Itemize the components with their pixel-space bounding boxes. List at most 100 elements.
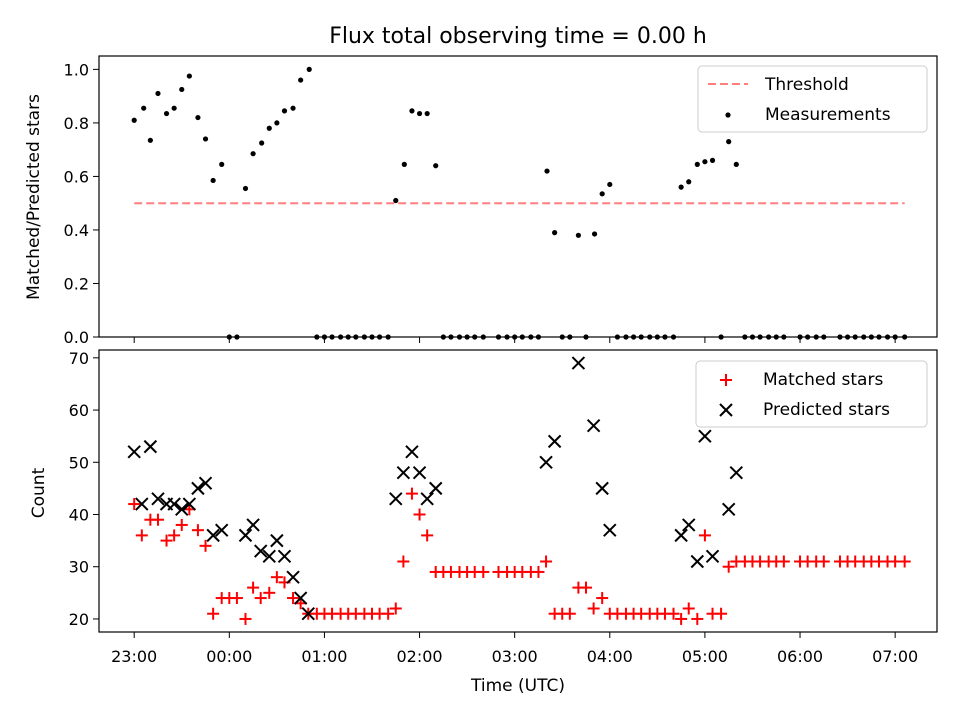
measurement-point: [781, 334, 787, 340]
measurement-point: [202, 136, 209, 142]
predicted-star-point: [135, 497, 149, 511]
matched-star-point: [151, 513, 164, 526]
measurement-point: [733, 161, 739, 167]
measurement-point: [805, 334, 811, 340]
x-tick-label: 00:00: [206, 647, 252, 666]
predicted-star-point: [175, 502, 189, 516]
predicted-star-point: [405, 445, 419, 459]
measurement-point: [821, 334, 827, 340]
matched-star-point: [596, 592, 609, 605]
measurement-point: [647, 334, 653, 340]
predicted-star-point: [151, 492, 165, 506]
measurement-point: [591, 231, 598, 237]
matched-star-point: [540, 555, 553, 568]
measurement-point: [583, 334, 589, 340]
measurement-point: [179, 86, 185, 93]
measurement-point: [456, 334, 463, 340]
measurement-point: [274, 120, 280, 126]
predicted-star-point: [262, 549, 276, 563]
matched-star-point: [199, 539, 212, 552]
measurement-point: [242, 185, 249, 192]
x-tick-label: 07:00: [872, 647, 918, 666]
measurement-point: [186, 73, 192, 79]
measurement-point: [623, 334, 629, 340]
matched-star-point: [421, 529, 434, 542]
matched-star-point: [160, 534, 173, 547]
matched-star-point: [667, 607, 680, 620]
matched-star-point: [263, 586, 276, 599]
ratio-plot-area: [131, 66, 908, 340]
measurement-point: [377, 334, 383, 340]
matched-star-point: [397, 555, 410, 568]
predicted-star-point: [143, 439, 158, 454]
counts-y-tick-label: 20: [69, 610, 89, 629]
measurement-point: [440, 334, 446, 340]
predicted-star-point: [721, 502, 736, 516]
measurement-point: [757, 334, 763, 340]
counts-y-tick-label: 50: [69, 453, 89, 472]
measurement-point: [250, 151, 256, 157]
measurement-point: [329, 334, 335, 340]
measurement-point: [141, 105, 147, 111]
measurement-point: [813, 334, 819, 340]
counts-y-axis-label: Count: [29, 467, 49, 518]
measurement-point: [369, 334, 375, 340]
predicted-star-point: [603, 523, 617, 537]
matched-star-point: [175, 518, 188, 531]
counts-legend-box: [695, 360, 928, 428]
predicted-star-point: [214, 523, 229, 537]
measurement-point: [416, 110, 423, 117]
measurement-point: [670, 334, 677, 340]
x-tick-label: 03:00: [492, 647, 538, 666]
matched-star-point: [247, 581, 260, 594]
predicted-star-point: [167, 497, 181, 511]
matched-star-point: [532, 565, 545, 578]
predicted-star-point: [729, 466, 744, 480]
ratio-y-tick-label: 0.8: [64, 114, 89, 133]
x-tick-label: 05:00: [682, 647, 728, 666]
matched-star-point: [715, 607, 728, 620]
measurement-point: [861, 334, 867, 340]
predicted-star-point: [191, 481, 205, 496]
predicted-star-point: [396, 466, 411, 480]
matched-star-point: [191, 524, 204, 537]
counts-legend: Matched stars Predicted stars: [695, 360, 928, 428]
measurement-point: [393, 197, 399, 204]
measurement-point: [718, 334, 724, 340]
legend-measurements-marker: [725, 112, 731, 118]
measurement-point: [519, 334, 525, 340]
measurement-point: [544, 168, 550, 174]
measurement-point: [884, 334, 891, 340]
legend-predicted-label: Predicted stars: [763, 400, 890, 420]
matched-star-point: [413, 508, 426, 521]
predicted-star-point: [429, 481, 443, 496]
legend-predicted-marker: [719, 403, 733, 417]
measurement-point: [702, 159, 708, 165]
measurement-point: [314, 334, 320, 340]
x-tick-label: 23:00: [111, 647, 157, 666]
measurement-point: [709, 157, 716, 163]
measurement-point: [259, 140, 265, 146]
predicted-star-point: [301, 607, 315, 621]
measurement-point: [424, 110, 430, 117]
ratio-y-tick-label: 0.6: [64, 167, 89, 186]
measurement-point: [345, 334, 351, 340]
predicted-star-point: [412, 466, 427, 480]
predicted-star-point: [293, 591, 308, 605]
matched-star-point: [254, 592, 267, 605]
matched-star-point: [405, 487, 418, 500]
measurement-point: [852, 334, 858, 340]
ratio-legend: Threshold Measurements: [697, 65, 928, 133]
matched-star-point: [270, 571, 283, 584]
measurement-point: [552, 230, 558, 236]
measurement-point: [749, 334, 756, 340]
predicted-star-point: [586, 419, 601, 433]
predicted-star-point: [705, 549, 720, 563]
measurement-point: [361, 334, 367, 340]
counts-y-tick-label: 70: [69, 349, 89, 368]
matched-star-point: [722, 560, 735, 573]
counts-y-tick-label: 30: [69, 558, 89, 577]
predicted-star-point: [698, 429, 712, 443]
measurement-point: [266, 125, 272, 131]
